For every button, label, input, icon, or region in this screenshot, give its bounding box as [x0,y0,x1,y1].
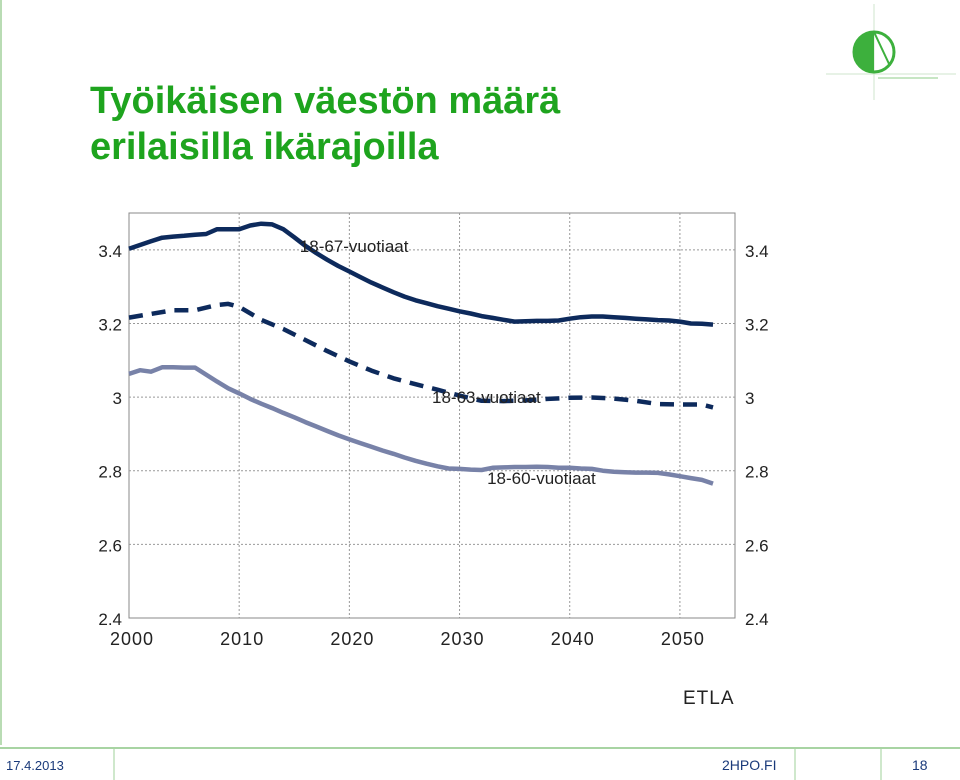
series-line-2 [128,301,714,410]
footer-rule [0,747,960,749]
y-tick-label-right: 3 [745,389,754,408]
series-annotation: 18-60-vuotiaat [487,469,596,488]
series-line-3 [128,365,714,486]
y-tick-label: 3.2 [98,315,122,334]
x-tick-label: 2000 [110,629,154,649]
y-tick-label: 3 [113,389,122,408]
y-tick-label: 2.8 [98,463,122,482]
y-tick-label-right: 2.8 [745,463,769,482]
y-tick-label: 2.4 [98,610,122,629]
plot-frame [128,212,736,619]
title-line-2: erilaisilla ikärajoilla [90,126,439,168]
x-tick-label: 2020 [330,629,374,649]
y-tick-label: 2.6 [98,536,122,555]
y-tick-label-right: 2.4 [745,610,769,629]
y-tick-label-right: 3.2 [745,315,769,334]
x-tick-label: 2050 [661,629,705,649]
series-annotation: 18-63-vuotiaat [432,388,541,407]
logo-icon [826,4,956,100]
footer-divider [113,749,115,780]
footer-divider [880,749,882,780]
page-title: Työikäisen väestön määrä erilaisilla ikä… [90,78,560,170]
line-chart: 2.4 2.4 2.6 2.6 2.8 2.8 3 3 3.2 3.2 3.4 3.4 2000 2010… [98,212,769,649]
series-line-1 [128,221,714,327]
footer-date: 17.4.2013 [6,758,64,773]
title-line-1: Työikäisen väestön määrä [90,80,561,122]
y-tick-label: 3.4 [98,242,122,261]
left-rule [0,0,2,745]
source-label: ETLA [683,688,735,709]
y-tick-label-right: 3.4 [745,242,769,261]
footer-site: 2HPO.FI [722,757,777,773]
x-tick-label: 2030 [441,629,485,649]
y-tick-label-right: 2.6 [745,536,769,555]
x-tick-label: 2010 [220,629,264,649]
series-annotation: 18-67-vuotiaat [300,237,409,256]
x-tick-label: 2040 [551,629,595,649]
footer-divider [794,749,796,780]
footer-page-number: 18 [912,757,928,773]
